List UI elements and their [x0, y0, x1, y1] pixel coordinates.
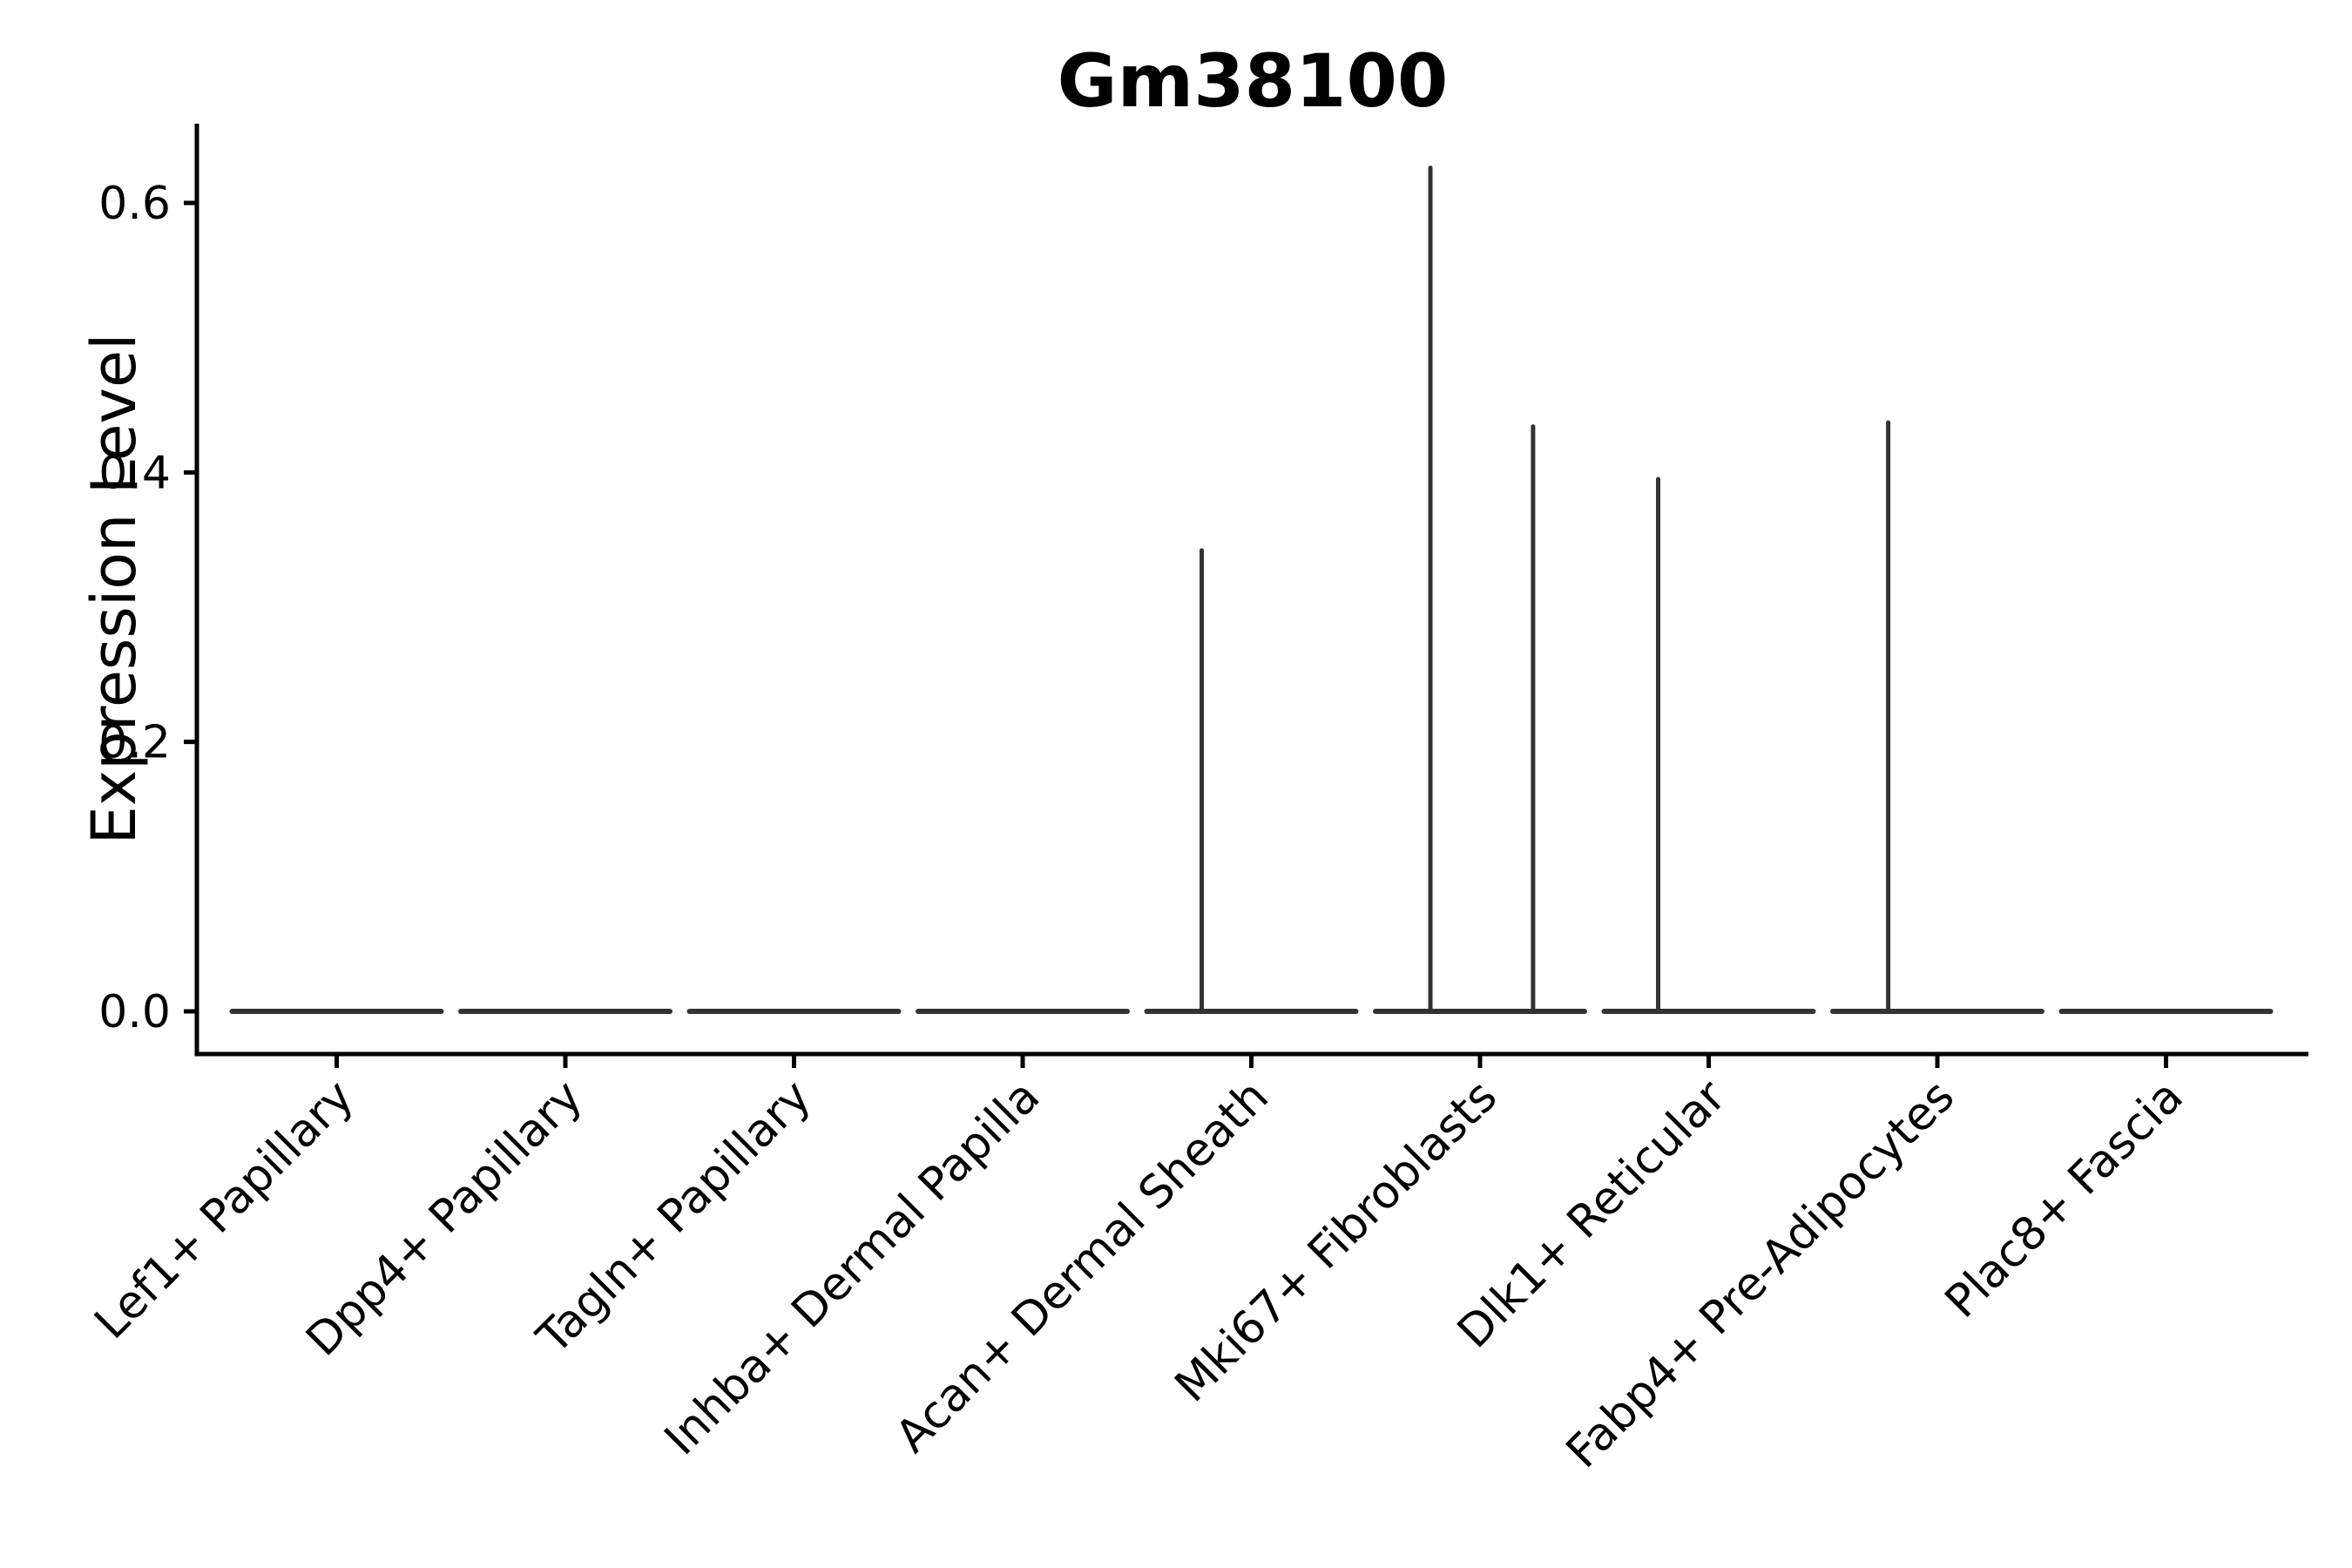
- y-tick-label: 0.0: [98, 986, 171, 1038]
- y-tick-label: 0.4: [98, 447, 171, 499]
- y-tick-label: 0.2: [98, 717, 171, 769]
- violin-6: [1373, 166, 1587, 1014]
- violin-5: [1144, 548, 1359, 1014]
- violin-8: [1830, 420, 2044, 1014]
- y-axis-label: Expression Level: [78, 333, 150, 844]
- violin-7: [1601, 476, 1816, 1014]
- chart-title: Gm38100: [1058, 38, 1449, 124]
- x-tick-label: Acan+ Dermal Sheath: [886, 1071, 1279, 1463]
- x-tick-label: Plac8+ Fascia: [1936, 1071, 2193, 1328]
- violin-layer: [229, 166, 2274, 1014]
- x-tick-label: Fabp4+ Pre-Adipocytes: [1557, 1071, 1964, 1478]
- y-tick-label: 0.6: [98, 178, 171, 230]
- x-tick-label: Inhba+ Dermal Papilla: [655, 1071, 1050, 1465]
